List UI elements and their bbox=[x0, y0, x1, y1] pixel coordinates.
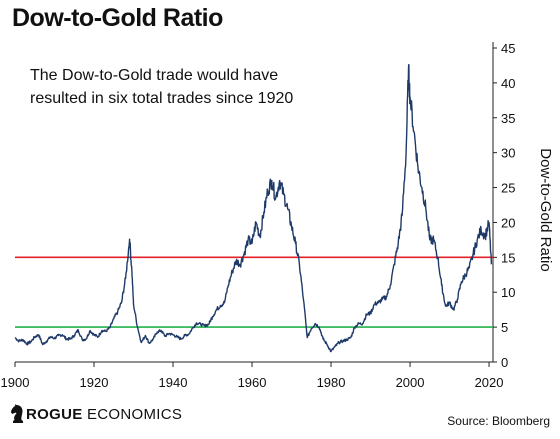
y-tick-label-0: 0 bbox=[501, 355, 508, 370]
x-tick-label-1920: 1920 bbox=[80, 375, 109, 390]
y-tick-label-30: 30 bbox=[501, 146, 515, 161]
series-group bbox=[14, 64, 493, 353]
brand-name-bold: ROGUE bbox=[26, 405, 83, 423]
threshold-lines bbox=[15, 256, 493, 328]
chess-knight-icon bbox=[11, 404, 23, 423]
y-tick-label-25: 25 bbox=[501, 181, 515, 196]
x-tick-label-1960: 1960 bbox=[238, 375, 267, 390]
brand-name-rest: ECONOMICS bbox=[82, 405, 183, 423]
y-tick-label-35: 35 bbox=[501, 111, 515, 126]
y-tick-label-10: 10 bbox=[501, 285, 515, 300]
brand-name: ROGUE ECONOMICS bbox=[26, 406, 182, 423]
y-tick-label-5: 5 bbox=[501, 320, 508, 335]
source-credit: Source: Bloomberg bbox=[447, 414, 550, 428]
y-tick-label-15: 15 bbox=[501, 250, 515, 265]
axis-ticks bbox=[14, 47, 497, 367]
x-tick-label-2020: 2020 bbox=[475, 375, 504, 390]
x-tick-label-1940: 1940 bbox=[159, 375, 188, 390]
rogue-economics-logo: ROGUE ECONOMICS bbox=[10, 404, 182, 424]
y-tick-label-45: 45 bbox=[501, 41, 515, 56]
series-line-0 bbox=[14, 64, 493, 353]
annotation-line-1-text: The Dow-to-Gold trade would have bbox=[30, 67, 278, 84]
y-tick-label-20: 20 bbox=[501, 215, 515, 230]
annotation-line-2-text: resulted in six total trades since 1920 bbox=[30, 90, 293, 107]
x-tick-label-1900: 1900 bbox=[1, 375, 30, 390]
tick-labels: 1900 1920 1940 1960 1980 2000 2020 0 5 10 15 20 25 30… bbox=[1, 41, 516, 390]
x-tick-label-2000: 2000 bbox=[396, 375, 425, 390]
annotation-line-2: resulted in six total trades since 1920 bbox=[30, 90, 293, 107]
annotation-line-1: The Dow-to-Gold trade would have bbox=[30, 67, 278, 84]
y-axis-label: Dow-to-Gold Ratio bbox=[537, 148, 554, 271]
chart-title: Dow-to-Gold Ratio bbox=[12, 4, 223, 32]
x-tick-label-1980: 1980 bbox=[317, 375, 346, 390]
y-tick-label-40: 40 bbox=[501, 76, 515, 91]
